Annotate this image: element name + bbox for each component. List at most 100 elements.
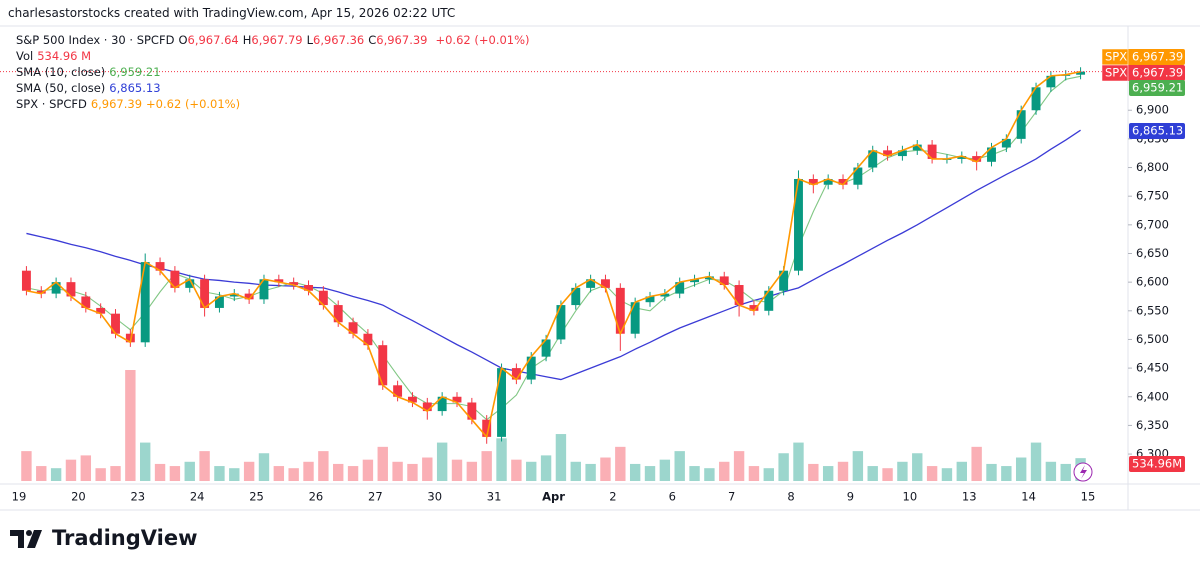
candle-body — [912, 144, 922, 151]
candle-body — [1076, 71, 1086, 75]
candle-body — [422, 402, 432, 412]
volume-bar — [763, 468, 774, 481]
volume-bar — [1030, 442, 1042, 481]
legend-row: Vol 534.96 M — [16, 48, 534, 64]
price-label-box — [1129, 456, 1185, 472]
volume-bar — [392, 461, 403, 481]
price-label-value: 534.96M — [1132, 457, 1182, 471]
volume-bar — [140, 442, 151, 481]
y-tick-label: 6,400 — [1136, 389, 1169, 403]
volume-bar — [778, 453, 789, 481]
volume-bar — [258, 453, 270, 481]
candle-body — [601, 279, 610, 288]
x-tick-label: 26 — [309, 490, 324, 504]
candle-body — [81, 296, 91, 308]
volume-bar — [422, 457, 433, 481]
volume-bar — [333, 463, 344, 481]
volume-bar — [362, 459, 374, 481]
candle-body — [823, 178, 833, 185]
volume-bar — [496, 438, 507, 481]
y-tick-label: 6,350 — [1136, 418, 1169, 432]
price-label-box — [1129, 123, 1185, 139]
candle-body — [719, 276, 729, 286]
ohlc-key: H — [242, 33, 252, 47]
price-label-name: SPX — [1105, 50, 1127, 64]
ohlc-value: 6,967.36 — [313, 33, 365, 47]
volume-bar — [243, 461, 255, 481]
volume-bar — [407, 463, 418, 481]
candle-body — [927, 144, 937, 159]
ohlc-key: L — [306, 33, 314, 47]
volume-bar — [644, 466, 656, 481]
candle-body — [21, 270, 31, 291]
candle-body — [1046, 75, 1056, 88]
candle-body — [259, 279, 269, 300]
x-tick-label: 24 — [190, 490, 205, 504]
price-label-box — [1129, 80, 1185, 96]
x-tick-label: 2 — [609, 490, 616, 504]
volume-bar — [1045, 461, 1057, 481]
volume-bar — [555, 434, 567, 481]
candle-body — [497, 368, 506, 437]
x-tick-label: 25 — [249, 490, 264, 504]
candle-body — [690, 279, 700, 283]
volume-bar — [154, 463, 166, 481]
volume-bar — [600, 457, 611, 481]
candle-body — [511, 368, 521, 380]
volume-bar — [689, 466, 700, 481]
candle-body — [378, 345, 388, 386]
candle-body — [170, 270, 180, 288]
candle-body — [140, 262, 150, 343]
y-tick-label: 6,700 — [1136, 217, 1169, 231]
volume-bar — [303, 461, 314, 481]
volume-bar — [733, 451, 745, 481]
spx-change: +0.62 (+0.01%) — [146, 97, 241, 111]
candle-body — [615, 287, 625, 334]
price-label-value: 6,967.39 — [1132, 66, 1183, 80]
x-tick-label: 9 — [847, 490, 854, 504]
spx-name: SPX · SPCFD — [16, 97, 87, 111]
candle-body — [51, 282, 61, 294]
legend-row: SPX · SPCFD 6,967.39 +0.62 (+0.01%) — [16, 96, 534, 112]
candle-body — [749, 305, 759, 311]
candle-body — [437, 396, 447, 412]
candle-body — [200, 279, 210, 308]
candle-body — [630, 302, 640, 334]
legend: S&P 500 Index · 30 · SPCFD O6,967.64 H6,96… — [16, 32, 534, 112]
x-tick-label: 20 — [71, 490, 86, 504]
y-tick-label: 6,650 — [1136, 246, 1169, 260]
candle-body — [244, 293, 254, 300]
candle-body — [111, 313, 120, 334]
candle-body — [363, 333, 373, 346]
candle-body — [794, 178, 803, 271]
candle-body — [304, 285, 313, 291]
volume-bar — [570, 461, 581, 481]
sma50-value: 6,865.13 — [109, 81, 161, 95]
candle-body — [155, 262, 165, 271]
volume-bar — [80, 455, 92, 481]
volume-bar — [1001, 466, 1012, 481]
price-label-value: 6,865.13 — [1132, 124, 1183, 138]
y-tick-label: 6,800 — [1136, 160, 1169, 174]
volume-bar — [273, 466, 285, 481]
volume-bar — [704, 468, 715, 481]
attribution: charlesastorstocks created with TradingV… — [8, 6, 456, 20]
candle-body — [318, 290, 328, 306]
x-tick-label: 6 — [669, 490, 676, 504]
x-tick-label: 30 — [427, 490, 442, 504]
candle-body — [853, 167, 863, 185]
volume-bar — [837, 461, 849, 481]
candle-body — [274, 279, 284, 283]
volume-bar — [852, 451, 864, 481]
ohlc-value: 6,967.64 — [187, 33, 239, 47]
spx-value: 6,967.39 — [90, 97, 143, 111]
volume-bar — [199, 451, 210, 481]
candle-body — [957, 156, 967, 159]
ohlc-key: O — [178, 33, 188, 47]
y-tick-label: 6,500 — [1136, 332, 1169, 346]
candle-body — [96, 307, 106, 314]
brand: TradingView — [52, 526, 198, 550]
volume-bar — [125, 370, 136, 481]
candle-body — [541, 339, 551, 357]
